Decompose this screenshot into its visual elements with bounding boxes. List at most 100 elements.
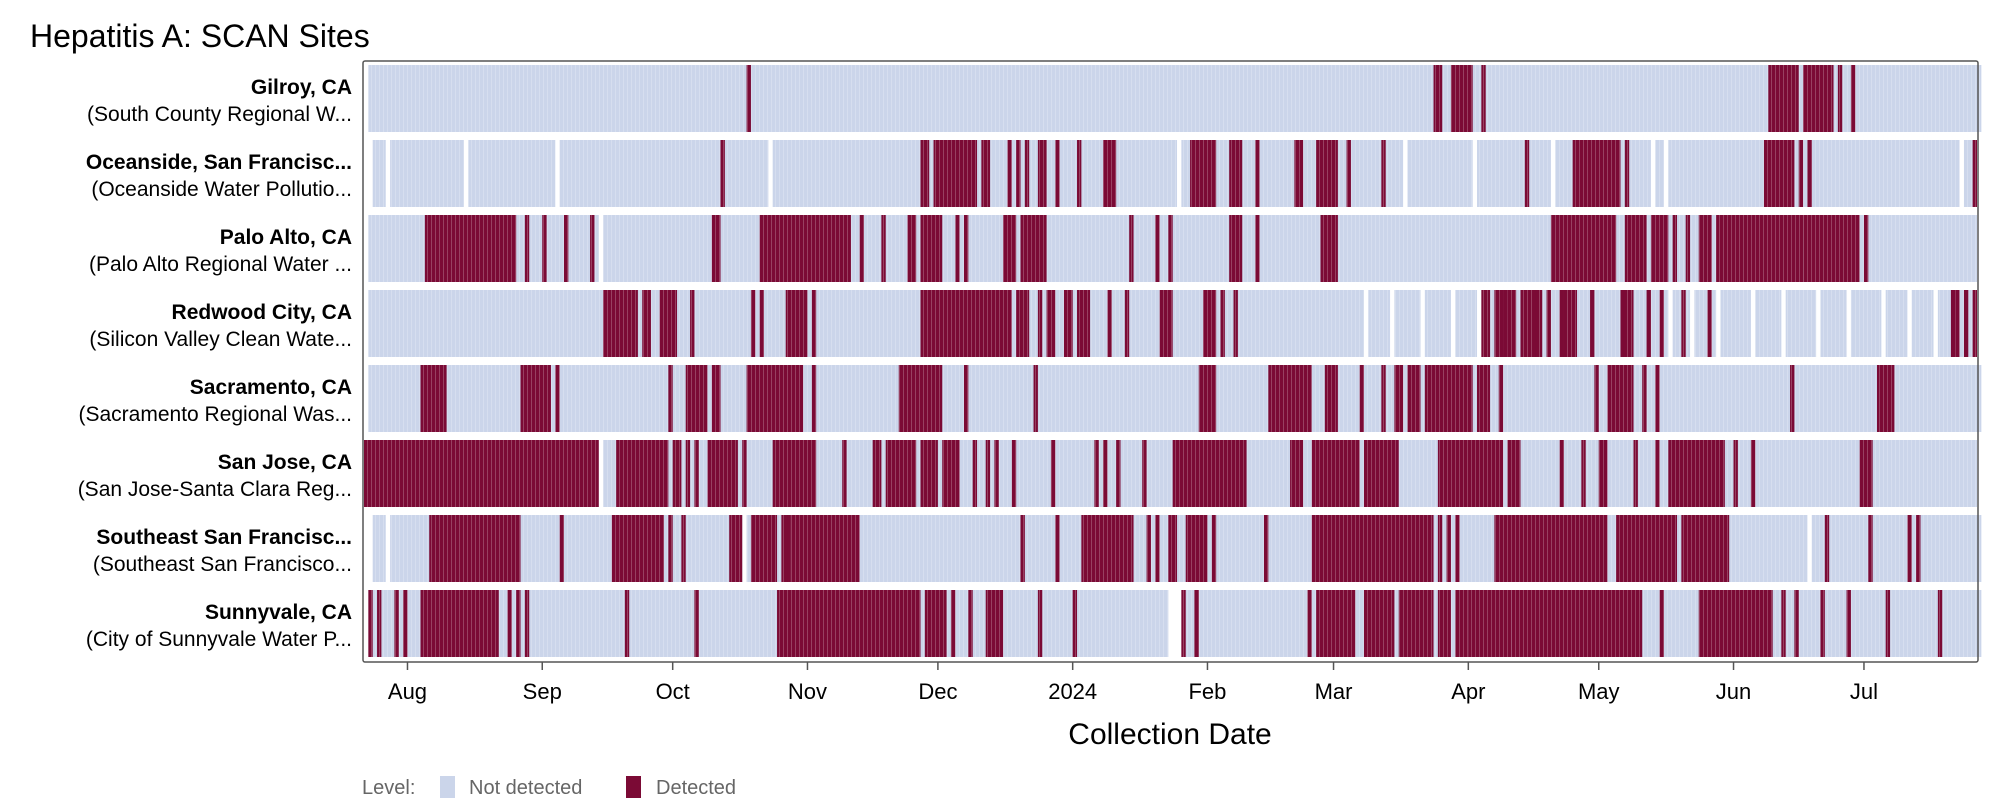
plant-name-label: (Oceanside Water Pollutio... (91, 178, 352, 201)
plot-area (364, 65, 1982, 657)
stripe-overlay-sunnyvale-ca-2 (1198, 590, 1982, 657)
stripe-overlay-southeast-san-francisc-4 (1811, 515, 1982, 582)
stripe-overlay-oceanside-san-francisc-2 (468, 140, 556, 207)
legend-title: Level: (362, 777, 415, 799)
stripe-overlay-san-jose-ca-0 (364, 440, 599, 507)
x-tick-label: Apr (1451, 679, 1485, 704)
site-row-sunnyvale-ca (368, 590, 1982, 657)
plot-frame (362, 60, 1979, 663)
site-row-palo-alto-ca (368, 215, 1977, 282)
site-row-gilroy-ca (368, 65, 1982, 132)
row-label-sacramento-ca: Sacramento, CA (Sacramento Regional Was..… (78, 376, 352, 426)
plant-name-label: (South County Regional W... (87, 103, 352, 126)
stripe-overlay-oceanside-san-francisc-8 (1555, 140, 1651, 207)
row-label-southeast-san-francisc: Southeast San Francisc... (Southeast San … (93, 526, 352, 576)
site-name-label: Palo Alto, CA (220, 226, 352, 249)
row-label-gilroy-ca: Gilroy, CA (South County Regional W... (87, 76, 352, 126)
x-tick-label: 2024 (1048, 679, 1097, 704)
stripe-overlay-redwood-city-ca-1 (1368, 290, 1391, 357)
site-name-label: Sacramento, CA (190, 376, 352, 399)
stripe-overlay-redwood-city-ca-4 (1455, 290, 1478, 357)
stripe-overlay-oceanside-san-francisc-11 (1811, 140, 1960, 207)
x-axis: Aug Sep Oct Nov Dec 2024 Feb Mar Apr May Jun Jul (388, 662, 1878, 704)
site-row-redwood-city-ca (368, 290, 1977, 357)
row-label-san-jose-ca: San Jose, CA (San Jose-Santa Clara Reg... (78, 451, 352, 501)
stripe-overlay-oceanside-san-francisc-9 (1655, 140, 1664, 207)
x-tick-label: Dec (918, 679, 957, 704)
stripe-overlay-oceanside-san-francisc-6 (1407, 140, 1473, 207)
detected-span-redwood-city-ca-25 (1590, 290, 1595, 357)
site-name-label: Oceanside, San Francisc... (86, 151, 352, 174)
stripe-overlay-redwood-city-ca-21 (1937, 290, 1951, 357)
x-tick-label: Jul (1850, 679, 1878, 704)
stripe-overlay-palo-alto-ca-0 (368, 215, 599, 282)
stripe-overlay-oceanside-san-francisc-5 (1181, 140, 1404, 207)
site-row-sacramento-ca (368, 365, 1982, 432)
detected-span-redwood-city-ca-27 (1646, 290, 1651, 357)
stripe-overlay-oceanside-san-francisc-10 (1668, 140, 1808, 207)
stripe-overlay-oceanside-san-francisc-4 (772, 140, 1178, 207)
site-row-southeast-san-francisc (372, 515, 1982, 582)
plant-name-label: (Silicon Valley Clean Wate... (89, 328, 352, 351)
legend: Level: Not detected Detected (362, 776, 736, 799)
x-tick-label: Sep (523, 679, 562, 704)
stripe-overlay-redwood-city-ca-9 (1594, 290, 1621, 357)
stripe-overlay-southeast-san-francisc-1 (390, 515, 743, 582)
site-name-label: Redwood City, CA (172, 301, 352, 324)
x-tick-label: May (1578, 679, 1620, 704)
stripe-overlay-southeast-san-francisc-3 (790, 515, 1808, 582)
stripe-overlay-redwood-city-ca-14 (1720, 290, 1751, 357)
legend-label-not-detected: Not detected (469, 777, 582, 799)
stripe-overlay-redwood-city-ca-17 (1820, 290, 1847, 357)
legend-swatch-detected (626, 776, 641, 798)
site-name-label: Sunnyvale, CA (205, 601, 352, 624)
stripe-overlay-sunnyvale-ca-0 (368, 590, 1169, 657)
stripe-overlay-oceanside-san-francisc-0 (372, 140, 386, 207)
detected-span-redwood-city-ca-32 (1963, 290, 1969, 357)
stripe-overlay-redwood-city-ca-18 (1850, 290, 1882, 357)
stripe-overlay-redwood-city-ca-8 (1563, 290, 1591, 357)
x-tick-label: Jun (1716, 679, 1751, 704)
stripe-overlay-palo-alto-ca-1 (603, 215, 1977, 282)
plant-name-label: (City of Sunnyvale Water P... (86, 628, 352, 651)
stripe-overlay-oceanside-san-francisc-3 (559, 140, 769, 207)
detected-span-sunnyvale-ca-18 (1194, 590, 1199, 657)
stripe-overlay-redwood-city-ca-11 (1650, 290, 1669, 357)
stripe-overlay-oceanside-san-francisc-12 (1963, 140, 1977, 207)
row-labels: Gilroy, CA (South County Regional W... Oce… (78, 76, 352, 651)
site-row-oceanside-san-francisc (372, 140, 1977, 207)
stripe-overlay-gilroy-ca-0 (368, 65, 1982, 132)
detected-span-oceanside-san-francisc-23 (1807, 140, 1812, 207)
x-axis-title: Collection Date (1068, 718, 1271, 751)
site-name-label: San Jose, CA (218, 451, 352, 474)
stripe-overlay-redwood-city-ca-23 (1968, 290, 1977, 357)
stripe-overlay-redwood-city-ca-20 (1911, 290, 1934, 357)
stripe-overlay-southeast-san-francisc-0 (372, 515, 386, 582)
stripe-overlay-southeast-san-francisc-2 (746, 515, 786, 582)
site-row-san-jose-ca (364, 440, 1977, 507)
stripe-overlay-oceanside-san-francisc-1 (390, 140, 464, 207)
stripe-overlay-redwood-city-ca-19 (1885, 290, 1908, 357)
stripe-overlay-sacramento-ca-0 (368, 365, 1982, 432)
chart-title: Hepatitis A: SCAN Sites (30, 18, 370, 54)
stripe-overlay-redwood-city-ca-16 (1785, 290, 1817, 357)
stripe-overlay-redwood-city-ca-10 (1624, 290, 1647, 357)
stripe-overlay-redwood-city-ca-2 (1394, 290, 1421, 357)
stripe-overlay-redwood-city-ca-7 (1537, 290, 1560, 357)
x-tick-label: Oct (656, 679, 690, 704)
stripe-overlay-sunnyvale-ca-1 (1181, 590, 1195, 657)
plant-name-label: (Palo Alto Regional Water ... (89, 253, 352, 276)
site-name-label: Gilroy, CA (251, 76, 352, 99)
row-label-palo-alto-ca: Palo Alto, CA (Palo Alto Regional Water .… (89, 226, 352, 276)
stripe-overlay-redwood-city-ca-6 (1507, 290, 1534, 357)
legend-label-detected: Detected (656, 777, 736, 799)
x-tick-label: Nov (788, 679, 827, 704)
site-name-label: Southeast San Francisc... (96, 526, 352, 549)
stripe-overlay-redwood-city-ca-12 (1672, 290, 1691, 357)
row-label-redwood-city-ca: Redwood City, CA (Silicon Valley Clean Wa… (89, 301, 352, 351)
plant-name-label: (Sacramento Regional Was... (78, 403, 352, 426)
plant-name-label: (San Jose-Santa Clara Reg... (78, 478, 352, 501)
row-label-oceanside-san-francisc: Oceanside, San Francisc... (Oceanside Wat… (86, 151, 352, 201)
stripe-overlay-redwood-city-ca-0 (368, 290, 1364, 357)
